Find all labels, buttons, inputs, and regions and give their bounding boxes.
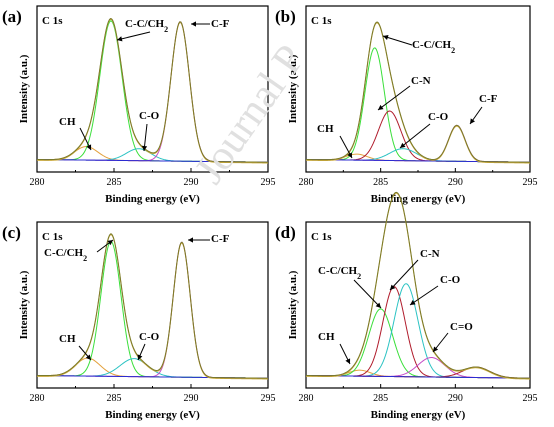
x-tick-label: 290 bbox=[184, 177, 199, 188]
arrowhead bbox=[117, 36, 123, 42]
measured-spectrum bbox=[36, 233, 269, 379]
arrowhead bbox=[410, 300, 416, 305]
arrowhead bbox=[347, 152, 352, 158]
peak-annotation: C-O bbox=[440, 274, 461, 286]
arrowhead bbox=[191, 21, 196, 27]
peak-annotation: C-O bbox=[428, 111, 449, 123]
plot-frame bbox=[305, 221, 531, 389]
panel-letter: (a) bbox=[2, 7, 22, 26]
panel-letter: (d) bbox=[275, 223, 296, 242]
x-tick-label: 285 bbox=[373, 177, 388, 188]
x-axis-label: Binding energy (eV) bbox=[105, 409, 200, 421]
peak-annotation: CH bbox=[59, 333, 76, 345]
peak-annotation: C-F bbox=[211, 233, 230, 245]
core-level-label: C 1s bbox=[311, 15, 332, 27]
annotation-arrow bbox=[409, 285, 439, 306]
peak-annotation: C-C/CH2 bbox=[318, 265, 361, 281]
peak-annotation: C=O bbox=[450, 321, 473, 333]
annotation-arrow bbox=[389, 259, 419, 291]
x-tick-label: 280 bbox=[299, 393, 314, 404]
peak-annotation: CH bbox=[317, 123, 334, 135]
peak-annotation: C-C/CH2 bbox=[125, 18, 168, 34]
x-tick-label: 290 bbox=[184, 393, 199, 404]
x-tick-label: 280 bbox=[30, 177, 45, 188]
peak-component bbox=[36, 240, 269, 379]
peak-annotation: C-N bbox=[420, 248, 440, 260]
x-tick-label: 285 bbox=[107, 177, 122, 188]
x-tick-label: 295 bbox=[261, 177, 276, 188]
peak-annotation: C-C/CH2 bbox=[412, 39, 455, 55]
peak-component bbox=[305, 47, 531, 163]
annotation-arrow bbox=[377, 85, 411, 111]
panel-d: (d) C 1s 280 285 290 295 Binding energy (eV) In… bbox=[275, 191, 538, 421]
measured-spectrum bbox=[305, 21, 531, 163]
x-tick-label: 285 bbox=[107, 393, 122, 404]
arrowhead bbox=[383, 34, 389, 40]
arrowhead bbox=[470, 118, 476, 124]
fit-envelope bbox=[305, 192, 531, 380]
panel-b: (b) C 1s 280 285 290 295 Binding energy (eV) In… bbox=[275, 5, 538, 205]
arrowhead bbox=[345, 358, 351, 364]
annotation-arrow bbox=[399, 123, 431, 149]
x-tick-label: 280 bbox=[299, 177, 314, 188]
core-level-label: C 1s bbox=[42, 231, 63, 243]
core-level-label: C 1s bbox=[311, 231, 332, 243]
peak-annotation: C-O bbox=[139, 110, 160, 122]
arrowhead bbox=[390, 284, 396, 290]
x-tick-label: 280 bbox=[30, 393, 45, 404]
panel-a: (a) C 1s 280 285 290 295 Binding energy (eV) In… bbox=[2, 5, 276, 205]
peak-annotation: CH bbox=[59, 116, 76, 128]
annotation-arrow bbox=[382, 35, 413, 46]
panel-letter: (c) bbox=[2, 223, 21, 242]
background-line bbox=[305, 375, 531, 379]
arrowhead bbox=[107, 240, 113, 246]
peak-annotation: C-F bbox=[479, 93, 498, 105]
x-tick-label: 295 bbox=[523, 177, 538, 188]
measured-spectrum bbox=[36, 18, 269, 163]
arrowhead bbox=[400, 142, 406, 148]
peak-annotation: CH bbox=[318, 331, 335, 343]
x-axis-label: Binding energy (eV) bbox=[105, 193, 200, 205]
arrowhead bbox=[137, 354, 143, 360]
panel-c: (c) C 1s 280 285 290 295 Binding energy (eV) In… bbox=[2, 221, 276, 421]
peak-annotation: C-N bbox=[411, 75, 431, 87]
plot-frame bbox=[305, 5, 531, 173]
peak-annotation: C-O bbox=[139, 331, 160, 343]
x-tick-label: 285 bbox=[373, 393, 388, 404]
core-level-label: C 1s bbox=[42, 15, 63, 27]
arrowhead bbox=[188, 237, 193, 243]
y-axis-label: Intensity (a.u.) bbox=[287, 270, 299, 339]
y-axis-label: Intensity (a.u.) bbox=[18, 270, 30, 339]
peak-annotation: C-F bbox=[211, 18, 230, 30]
arrowhead bbox=[378, 104, 384, 110]
y-axis-label: Intensity (a.u.) bbox=[18, 54, 30, 123]
arrowhead bbox=[85, 354, 91, 360]
x-tick-label: 290 bbox=[448, 177, 463, 188]
peak-component bbox=[305, 124, 531, 163]
arrowhead bbox=[86, 144, 92, 150]
x-axis-label: Binding energy (eV) bbox=[371, 409, 466, 421]
annotation-arrow bbox=[116, 31, 151, 41]
x-tick-label: 295 bbox=[261, 393, 276, 404]
arrowhead bbox=[375, 302, 381, 308]
fit-envelope bbox=[36, 18, 269, 164]
fit-envelope bbox=[36, 234, 269, 380]
fit-envelope bbox=[305, 22, 531, 164]
measured-spectrum bbox=[305, 191, 531, 379]
y-axis-label: Intensity (a.u.) bbox=[287, 54, 299, 123]
panel-letter: (b) bbox=[275, 7, 296, 26]
x-tick-label: 290 bbox=[448, 393, 463, 404]
peak-annotation: C-C/CH2 bbox=[44, 247, 87, 263]
arrowhead bbox=[141, 145, 148, 151]
x-axis-label: Binding energy (eV) bbox=[371, 193, 466, 205]
x-tick-label: 295 bbox=[523, 393, 538, 404]
annotation-arrow bbox=[353, 279, 382, 309]
peak-component bbox=[36, 241, 269, 379]
arrowhead bbox=[433, 346, 439, 352]
